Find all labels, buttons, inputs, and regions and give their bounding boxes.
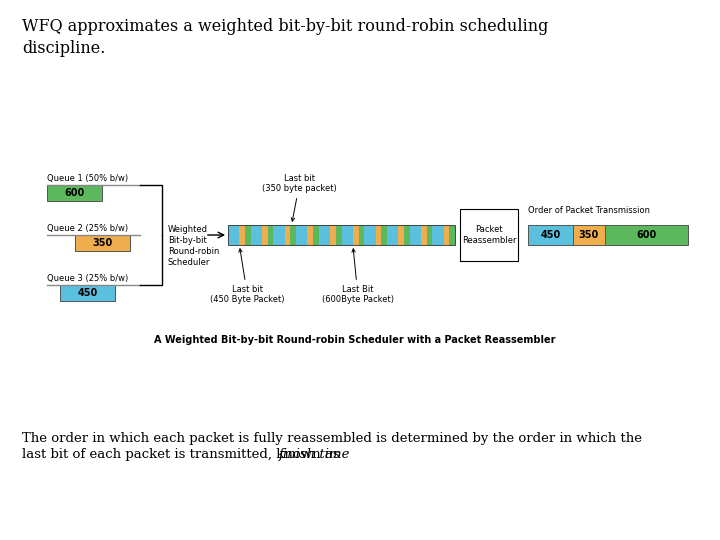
- Text: Last Bit
(600Byte Packet): Last Bit (600Byte Packet): [322, 249, 394, 305]
- Text: Queue 1 (50% b/w): Queue 1 (50% b/w): [47, 174, 128, 183]
- Bar: [347, 225, 353, 245]
- Bar: [279, 225, 285, 245]
- Bar: [392, 225, 399, 245]
- Bar: [381, 225, 387, 245]
- Bar: [268, 225, 274, 245]
- Text: 350: 350: [579, 230, 599, 240]
- Bar: [605, 225, 688, 245]
- Bar: [404, 225, 410, 245]
- Bar: [251, 225, 256, 245]
- Bar: [364, 225, 370, 245]
- Bar: [427, 225, 433, 245]
- Text: 600: 600: [64, 188, 85, 198]
- Text: Last bit
(350 byte packet): Last bit (350 byte packet): [262, 173, 337, 221]
- Bar: [398, 225, 404, 245]
- Bar: [460, 209, 518, 261]
- Text: 450: 450: [540, 230, 561, 240]
- Bar: [60, 285, 115, 301]
- Bar: [387, 225, 393, 245]
- Text: last bit of each packet is transmitted, known as: last bit of each packet is transmitted, …: [22, 448, 344, 461]
- Bar: [353, 225, 359, 245]
- Bar: [302, 225, 307, 245]
- Text: The order in which each packet is fully reassembled is determined by the order i: The order in which each packet is fully …: [22, 432, 642, 445]
- Text: 600: 600: [636, 230, 657, 240]
- Bar: [438, 225, 444, 245]
- Text: Order of Packet Transmission: Order of Packet Transmission: [528, 206, 650, 215]
- Bar: [415, 225, 421, 245]
- Bar: [228, 225, 234, 245]
- Bar: [330, 225, 336, 245]
- Text: WFQ approximates a weighted bit-by-bit round-robin scheduling
discipline.: WFQ approximates a weighted bit-by-bit r…: [22, 18, 549, 57]
- Bar: [245, 225, 251, 245]
- Text: A Weighted Bit-by-bit Round-robin Scheduler with a Packet Reassembler: A Weighted Bit-by-bit Round-robin Schedu…: [154, 335, 556, 345]
- Bar: [228, 225, 455, 245]
- Text: 350: 350: [92, 238, 112, 248]
- Bar: [274, 225, 279, 245]
- Text: finish time: finish time: [279, 448, 351, 461]
- Bar: [47, 185, 102, 201]
- Bar: [325, 225, 330, 245]
- Bar: [444, 225, 449, 245]
- Bar: [528, 225, 573, 245]
- Bar: [432, 225, 438, 245]
- Bar: [290, 225, 297, 245]
- Bar: [370, 225, 376, 245]
- Text: Last bit
(450 Byte Packet): Last bit (450 Byte Packet): [210, 249, 284, 305]
- Bar: [262, 225, 268, 245]
- Bar: [307, 225, 313, 245]
- Text: Queue 2 (25% b/w): Queue 2 (25% b/w): [47, 224, 128, 233]
- Bar: [359, 225, 364, 245]
- Text: Packet
Reassembler: Packet Reassembler: [462, 225, 516, 245]
- Bar: [313, 225, 319, 245]
- Bar: [341, 225, 348, 245]
- Bar: [296, 225, 302, 245]
- Bar: [239, 225, 246, 245]
- Bar: [421, 225, 427, 245]
- Bar: [449, 225, 455, 245]
- Bar: [75, 235, 130, 251]
- Text: 450: 450: [77, 288, 98, 298]
- Bar: [376, 225, 382, 245]
- Bar: [319, 225, 325, 245]
- Bar: [256, 225, 262, 245]
- Bar: [234, 225, 240, 245]
- Bar: [410, 225, 415, 245]
- Text: Queue 3 (25% b/w): Queue 3 (25% b/w): [47, 274, 128, 283]
- Bar: [284, 225, 291, 245]
- Text: Weighted
Bit-by-bit
Round-robin
Scheduler: Weighted Bit-by-bit Round-robin Schedule…: [168, 225, 220, 267]
- Bar: [336, 225, 342, 245]
- Bar: [573, 225, 605, 245]
